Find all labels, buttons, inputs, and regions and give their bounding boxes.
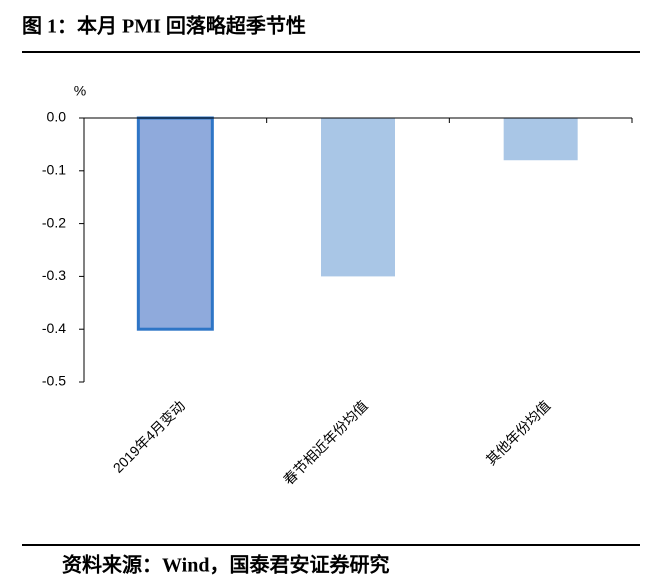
chart-title: 图 1：本月 PMI 回落略超季节性: [22, 14, 306, 38]
x-tick-label: 春节相近年份均值: [280, 397, 371, 488]
y-tick-label: -0.4: [42, 320, 66, 336]
y-tick-label: -0.5: [42, 373, 66, 389]
y-tick-label: -0.2: [42, 214, 66, 230]
bar: [136, 116, 214, 331]
y-tick-label: 0.0: [47, 109, 67, 125]
y-unit: %: [74, 83, 86, 99]
bar: [503, 118, 578, 161]
source: 资料来源：Wind，国泰君安证券研究: [62, 553, 389, 577]
y-tick-label: -0.1: [42, 162, 66, 178]
x-tick-label: 其他年份均值: [483, 397, 554, 468]
x-tick-label: 2019年4月变动: [110, 397, 188, 475]
bar: [321, 118, 395, 277]
y-tick-label: -0.3: [42, 267, 66, 283]
